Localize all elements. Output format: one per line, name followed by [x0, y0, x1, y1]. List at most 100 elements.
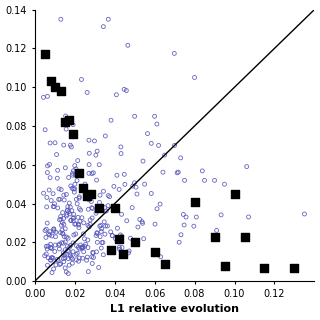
Point [68, 243, 73, 248]
Point [51, 204, 56, 209]
Point [86, 162, 92, 167]
Point [192, 75, 197, 80]
Point [51, 226, 56, 231]
Point [70, 256, 75, 261]
Point [62, 255, 68, 260]
Point [48, 242, 53, 247]
Point [88, 217, 93, 222]
Point [103, 133, 108, 139]
Point [60, 220, 65, 225]
Point [61, 253, 67, 258]
Point [107, 194, 112, 199]
Point [59, 223, 64, 228]
Point [44, 204, 49, 210]
Point [64, 235, 69, 240]
Point [202, 178, 207, 183]
Point [194, 214, 199, 220]
Point [72, 182, 77, 187]
Point [108, 248, 113, 253]
Point [108, 118, 114, 123]
Point [57, 242, 62, 247]
Point [80, 256, 85, 261]
Point [75, 158, 80, 163]
Point [99, 245, 104, 251]
Point [52, 201, 57, 206]
Point [119, 234, 124, 239]
Point [76, 170, 81, 175]
Point [61, 216, 66, 221]
Point [94, 231, 100, 236]
Point [61, 193, 66, 198]
Point [244, 164, 249, 169]
Point [101, 189, 106, 194]
Point [72, 186, 77, 191]
Point [214, 228, 219, 233]
Point [84, 193, 89, 198]
Point [117, 247, 122, 252]
Point [63, 265, 68, 270]
Point [133, 185, 139, 190]
Point [181, 212, 186, 217]
Point [48, 175, 53, 180]
Point [69, 144, 74, 149]
Point [99, 229, 104, 234]
Point [61, 241, 66, 246]
Point [151, 252, 156, 257]
Point [63, 247, 68, 252]
Point [101, 24, 106, 29]
Point [77, 246, 82, 252]
Point [52, 249, 57, 254]
Point [83, 242, 88, 247]
Point [67, 263, 72, 268]
Point [59, 187, 64, 192]
Point [44, 227, 49, 232]
Point [55, 168, 60, 173]
Point [49, 198, 54, 203]
Point [45, 244, 51, 249]
Point [94, 249, 99, 254]
Point [46, 255, 51, 260]
Point [43, 127, 48, 132]
Point [95, 148, 100, 154]
Point [149, 141, 154, 146]
Point [66, 256, 71, 261]
Point [117, 245, 122, 250]
Point [106, 17, 111, 22]
Point [176, 170, 181, 175]
Point [94, 230, 100, 235]
Point [56, 197, 61, 202]
Point [112, 205, 117, 210]
Point [80, 245, 85, 250]
Point [73, 252, 78, 257]
Point [70, 261, 75, 266]
Point [76, 222, 81, 228]
Point [155, 206, 160, 211]
Point [65, 244, 70, 249]
Point [76, 225, 82, 230]
Point [56, 186, 61, 191]
Point [44, 252, 49, 257]
Point [62, 120, 67, 125]
Point [79, 244, 84, 250]
Point [99, 226, 104, 231]
Point [87, 151, 92, 156]
Point [95, 240, 100, 245]
Point [45, 263, 50, 268]
Point [69, 255, 74, 260]
Point [175, 170, 180, 175]
Point [76, 215, 81, 220]
Point [47, 232, 52, 237]
Point [75, 201, 80, 206]
Point [64, 213, 69, 219]
Point [108, 229, 113, 235]
Point [116, 187, 122, 192]
Point [73, 173, 78, 178]
Point [177, 240, 182, 245]
Point [152, 114, 157, 119]
Point [60, 210, 65, 215]
Point [152, 221, 157, 227]
Point [100, 240, 106, 245]
Point [45, 163, 50, 168]
Point [102, 232, 108, 237]
Point [132, 180, 137, 185]
